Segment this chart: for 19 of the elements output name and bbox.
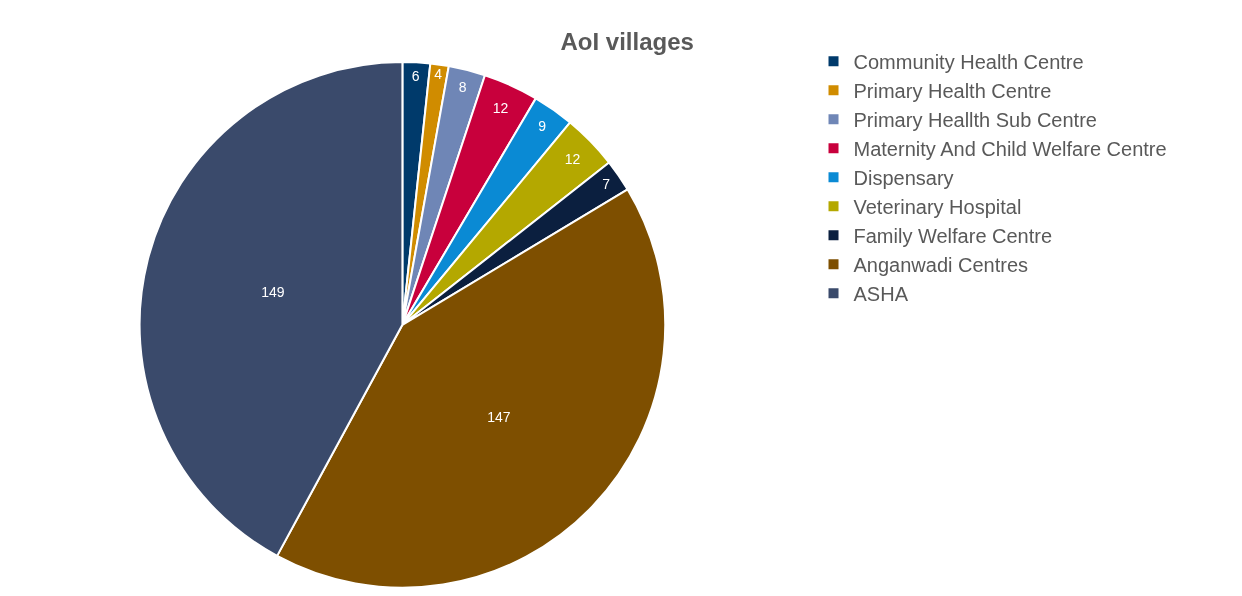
chart-title: AoI villages (560, 28, 694, 56)
data-label: 8 (458, 78, 467, 95)
data-label: 147 (487, 409, 511, 426)
data-label: 6 (411, 67, 420, 84)
legend-label: Anganwadi Centres (853, 254, 1029, 277)
data-label: 149 (261, 284, 285, 300)
legend-label: Primary Health Centre (853, 80, 1052, 103)
data-label: 12 (564, 151, 581, 168)
legend-label: Veterinary Hospital (853, 196, 1022, 219)
data-label: 7 (602, 176, 611, 193)
legend-label: Community Health Centre (853, 51, 1084, 74)
legend-label: Maternity And Child Welfare Centre (853, 138, 1167, 161)
data-label: 12 (492, 100, 509, 117)
data-label: 9 (538, 117, 547, 134)
legend-label: Family Welfare Centre (853, 225, 1053, 248)
legend-label: Dispensary (853, 167, 954, 190)
data-label: 4 (434, 65, 443, 82)
legend-label: Primary Heallth Sub Centre (853, 109, 1097, 132)
legend-label: ASHA (853, 283, 909, 306)
